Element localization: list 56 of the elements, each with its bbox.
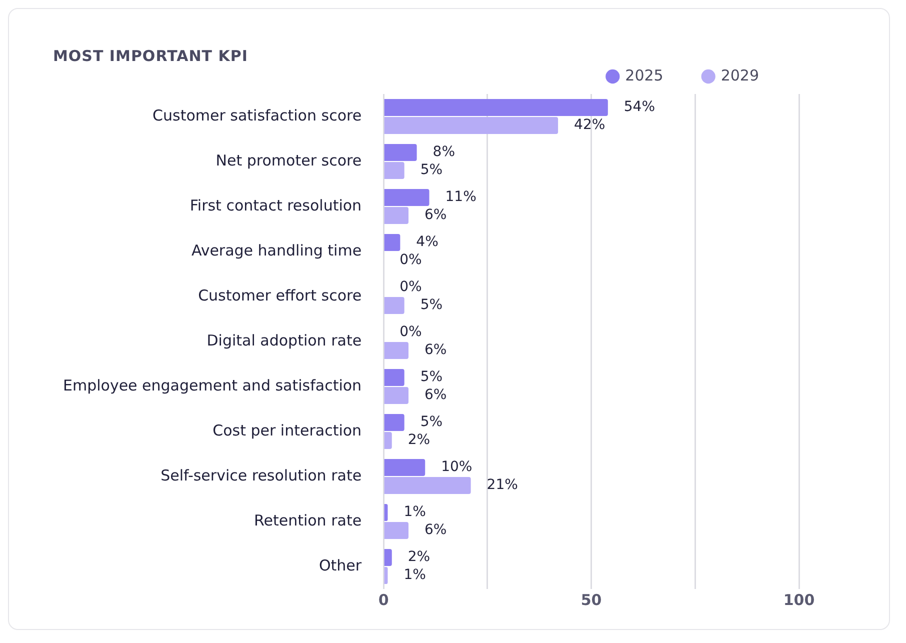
y-tick-label: Average handling time	[191, 241, 362, 260]
data-label: 0%	[400, 252, 422, 268]
data-label: 0%	[400, 279, 422, 296]
bar	[384, 98, 608, 116]
data-label: 6%	[424, 342, 447, 358]
data-label: 11%	[445, 189, 476, 206]
bar	[384, 116, 558, 134]
y-tick-label: Customer effort score	[198, 286, 362, 304]
data-label: 10%	[441, 459, 472, 476]
bar	[384, 414, 404, 432]
x-tick-label: 50	[580, 590, 602, 609]
y-tick-label: Employee engagement and satisfaction	[62, 376, 362, 394]
bar	[384, 458, 426, 476]
y-tick-label: Digital adoption rate	[206, 331, 362, 350]
y-tick-label: Retention rate	[254, 511, 362, 530]
data-label: 2%	[408, 549, 430, 566]
text: MOST IMPORTANT KPI	[53, 47, 248, 65]
data-label: 1%	[404, 504, 426, 520]
bar	[384, 144, 417, 162]
bar	[384, 476, 471, 494]
data-label: 8%	[432, 144, 456, 160]
y-tick-label: Cost per interaction	[212, 421, 362, 440]
y-tick-label: Customer satisfaction score	[152, 106, 362, 124]
bar	[384, 432, 392, 450]
y-tick-label: Net promoter score	[216, 151, 362, 170]
y-tick-label: First contact resolution	[190, 196, 362, 214]
data-label: 6%	[424, 522, 447, 538]
data-label: 5%	[420, 414, 443, 430]
y-tick-label: Self-service resolution rate	[160, 466, 362, 484]
bar	[384, 296, 404, 314]
data-label: 21%	[486, 477, 518, 494]
bar	[384, 368, 404, 386]
bar	[384, 162, 404, 180]
data-label: 54%	[624, 99, 656, 116]
bar	[384, 206, 408, 224]
y-tick-label: Other	[318, 556, 362, 574]
data-label: 5%	[420, 162, 443, 178]
data-label: 4%	[416, 234, 438, 250]
x-tick-label: 100	[783, 590, 815, 609]
data-label: 6%	[424, 207, 447, 224]
data-label: 2%	[408, 432, 430, 448]
legend-label: 2025	[625, 66, 664, 84]
bar	[384, 342, 408, 360]
data-label: 5%	[420, 369, 443, 386]
bar	[384, 548, 392, 566]
data-label: 0%	[400, 324, 422, 340]
data-label: 6%	[424, 387, 447, 404]
bar	[384, 188, 430, 206]
bar	[384, 522, 408, 540]
data-label: 42%	[574, 117, 606, 134]
data-label: 5%	[420, 297, 443, 314]
bar	[384, 234, 400, 252]
legend-label: 2029	[720, 66, 760, 84]
data-label: 1%	[404, 567, 426, 584]
x-tick-label: 0	[378, 590, 389, 609]
bar	[384, 386, 408, 404]
